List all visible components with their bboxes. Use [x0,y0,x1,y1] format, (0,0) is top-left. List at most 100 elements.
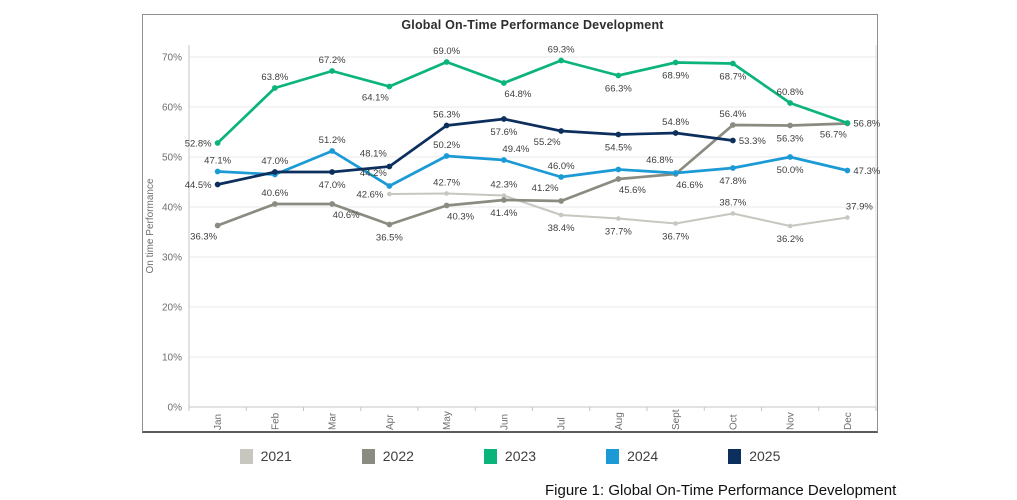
data-label-2023-sept: 68.9% [662,71,689,82]
data-label-2024-dec: 47.3% [853,166,880,177]
data-point-2023-feb[interactable] [271,85,278,91]
data-point-2025-mar[interactable] [329,169,336,175]
y-tick-label: 30% [162,253,182,264]
data-point-2022-mar[interactable] [329,201,336,207]
data-label-2025-jul: 55.2% [534,137,561,148]
data-label-2024-apr: 44.2% [360,168,387,179]
data-point-2021-oct[interactable] [730,211,736,216]
y-tick-label: 60% [162,103,182,114]
data-point-2023-jun[interactable] [500,80,507,86]
data-point-2023-nov[interactable] [787,100,794,106]
x-tick-label-mar: Mar [328,412,339,430]
data-point-2024-aug[interactable] [615,166,622,173]
series-line-2022[interactable] [216,122,849,227]
x-tick-label-jun: Jun [499,414,510,430]
data-label-2022-may: 40.3% [447,212,474,223]
data-point-2025-oct[interactable] [729,137,736,144]
data-point-2024-jun[interactable] [500,157,507,163]
data-point-2021-sept[interactable] [673,221,678,226]
data-label-2023-jan: 52.8% [185,139,212,150]
figure-caption: Figure 1: Global On-Time Performance Dev… [545,482,897,499]
data-point-2024-sept[interactable] [672,170,679,176]
data-label-2022-jul: 41.2% [532,183,559,194]
data-point-2025-jun[interactable] [500,116,507,122]
x-tick-label-dec: Dec [843,412,854,430]
data-point-2022-nov[interactable] [787,122,794,129]
data-point-2022-jan[interactable] [214,222,221,229]
data-point-2021-dec[interactable] [845,215,850,220]
x-tick-label-apr: Apr [385,414,396,430]
data-point-2025-sept[interactable] [672,130,679,136]
series-line-2024[interactable] [216,149,849,188]
data-point-2024-mar[interactable] [329,148,336,154]
data-point-2023-oct[interactable] [729,60,736,67]
data-point-2024-dec[interactable] [844,167,851,174]
data-point-2023-sept[interactable] [672,59,679,66]
data-label-2021-jul: 38.4% [548,223,575,234]
data-point-2021-aug[interactable] [616,216,621,221]
data-point-2023-jul[interactable] [558,57,565,64]
data-point-2023-dec[interactable] [844,120,851,126]
legend-item-2021[interactable]: 2021 [239,448,292,464]
data-point-2022-oct[interactable] [729,122,736,128]
data-label-2025-jun: 57.6% [490,127,517,138]
y-tick-label: 70% [162,53,182,64]
data-point-2024-jul[interactable] [558,174,565,180]
data-point-2023-apr[interactable] [386,83,393,90]
data-point-2022-jun[interactable] [500,197,507,203]
data-point-2025-jul[interactable] [558,128,565,134]
data-point-2023-jan[interactable] [214,140,221,146]
data-point-2025-apr[interactable] [386,163,393,170]
data-point-2021-may[interactable] [444,191,449,196]
data-label-2022-dec: 56.7% [820,130,847,141]
x-tick-label-oct: Oct [728,414,739,430]
data-point-2025-jan[interactable] [214,181,221,188]
x-tick-label-jul: Jul [557,417,568,430]
chart-card [142,14,878,433]
legend-item-2023[interactable]: 2023 [483,448,536,464]
x-tick-label-may: May [442,411,453,430]
x-tick-label-aug: Aug [614,412,625,430]
data-point-2024-nov[interactable] [787,154,794,160]
data-label-2024-mar: 51.2% [319,135,346,146]
legend-swatch-2022 [361,448,375,464]
data-point-2024-jan[interactable] [214,168,221,175]
data-label-2022-jun: 41.4% [490,208,517,219]
data-point-2021-jul[interactable] [558,212,564,218]
series-line-2025[interactable] [216,117,735,186]
data-point-2022-apr[interactable] [386,221,393,228]
data-point-2021-jun[interactable] [501,193,507,198]
legend-label-2022: 2022 [382,448,414,464]
data-label-2022-aug: 45.6% [619,185,646,196]
data-point-2025-feb[interactable] [271,169,278,175]
legend-label-2024: 2024 [627,448,659,464]
legend-item-2022[interactable]: 2022 [361,448,414,464]
data-point-2022-jul[interactable] [558,198,565,204]
data-point-2024-may[interactable] [443,153,450,159]
series-line-2023[interactable] [216,59,849,145]
data-label-2024-may: 50.2% [433,140,460,151]
data-point-2022-feb[interactable] [271,201,278,207]
y-tick-label: 40% [162,203,182,214]
data-label-2023-jul: 69.3% [548,45,575,56]
data-point-2021-apr[interactable] [387,191,392,197]
data-label-2025-sept: 54.8% [662,117,689,128]
data-point-2022-may[interactable] [443,202,450,209]
data-label-2024-nov: 50.0% [777,165,804,176]
legend-item-2024[interactable]: 2024 [606,448,658,464]
data-label-2025-mar: 47.0% [319,180,346,191]
data-point-2023-mar[interactable] [329,68,336,74]
data-point-2024-apr[interactable] [386,183,393,189]
data-point-2021-nov[interactable] [787,223,793,229]
data-point-2025-aug[interactable] [615,131,622,138]
data-point-2022-aug[interactable] [615,176,622,182]
data-point-2023-may[interactable] [443,59,450,65]
data-point-2025-may[interactable] [443,122,450,129]
data-label-2024-jul: 46.0% [548,161,575,172]
data-label-2023-jun: 64.8% [504,89,531,100]
data-label-2021-jun: 42.3% [490,180,517,191]
data-point-2024-oct[interactable] [729,165,736,171]
data-label-2024-jan: 47.1% [204,156,231,167]
legend-item-2025[interactable]: 2025 [728,448,780,464]
data-point-2023-aug[interactable] [615,72,622,79]
